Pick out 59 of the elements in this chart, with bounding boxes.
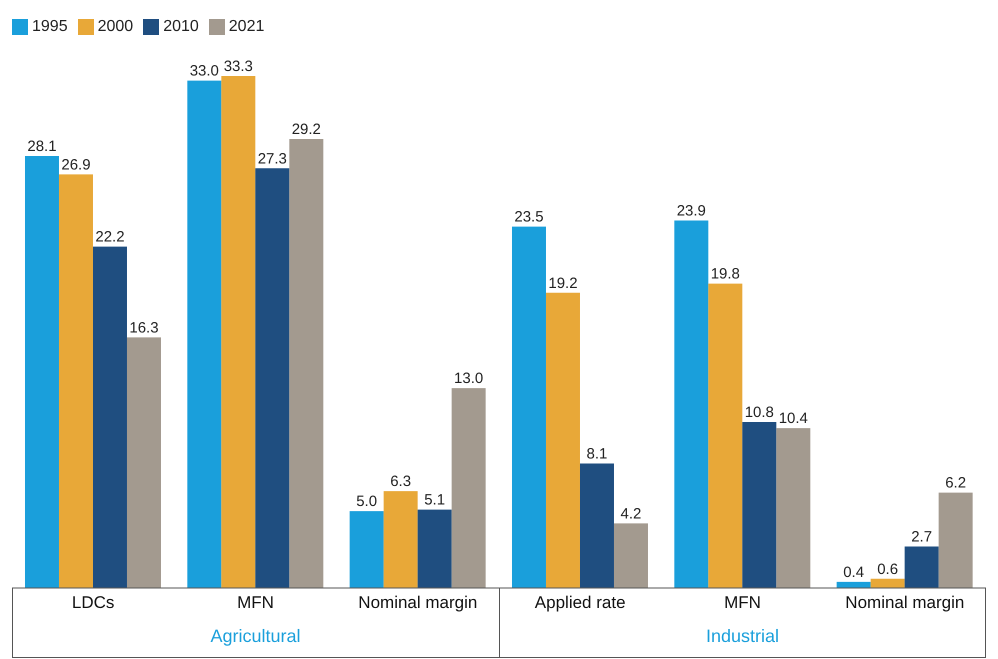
bar — [418, 510, 452, 588]
data-label: 23.9 — [676, 202, 706, 220]
bar — [92, 246, 127, 588]
data-label: 16.3 — [129, 319, 159, 336]
x-tick-label: LDCs — [72, 593, 114, 612]
bar — [58, 174, 93, 588]
data-label: 6.2 — [945, 474, 966, 492]
legend-label: 2010 — [163, 18, 199, 35]
x-tick-label: Applied rate — [534, 593, 626, 612]
data-label: 33.0 — [190, 62, 219, 80]
bar — [904, 546, 939, 588]
data-label: 10.8 — [744, 404, 774, 421]
bar — [870, 578, 905, 588]
bar — [614, 523, 648, 588]
bar — [187, 80, 222, 588]
data-label: 0.6 — [877, 560, 898, 578]
bar — [221, 76, 256, 588]
data-label: 19.2 — [548, 274, 578, 292]
data-label: 4.2 — [620, 505, 642, 522]
text: Industrial — [704, 626, 780, 647]
x-tick-label: MFN — [237, 593, 274, 612]
bar — [384, 491, 418, 588]
bar — [126, 337, 161, 588]
data-label: 6.3 — [390, 473, 412, 490]
bar — [708, 284, 742, 588]
legend-label: 2021 — [228, 18, 264, 35]
data-label: 8.1 — [586, 445, 608, 462]
bar — [452, 388, 486, 588]
data-label: 28.1 — [27, 138, 57, 155]
bar — [674, 220, 708, 588]
bar — [512, 226, 546, 588]
text: Agricultural — [209, 626, 302, 647]
bar — [938, 492, 973, 588]
data-label: 5.0 — [356, 493, 378, 510]
data-label: 23.5 — [514, 208, 544, 226]
bar — [776, 428, 810, 588]
bar — [580, 463, 614, 588]
legend-label: 1995 — [32, 18, 68, 35]
x-tick-label: MFN — [724, 593, 761, 612]
x-tick-label: Nominal margin — [845, 593, 964, 612]
data-label: 0.4 — [843, 564, 864, 581]
data-label: 29.2 — [292, 121, 321, 138]
data-label: 33.3 — [224, 58, 253, 75]
data-label: 2.7 — [911, 528, 932, 546]
bar — [255, 168, 290, 588]
data-label: 13.0 — [454, 370, 484, 388]
data-label: 22.2 — [95, 228, 125, 246]
data-label: 27.3 — [258, 150, 287, 168]
data-label: 26.9 — [61, 156, 91, 174]
legend-label: 2000 — [98, 18, 134, 35]
data-label: 10.4 — [778, 410, 808, 428]
bar — [350, 511, 384, 588]
bar — [546, 292, 580, 588]
bar — [289, 139, 324, 588]
data-label: 19.8 — [710, 266, 740, 283]
bar — [24, 156, 59, 588]
bar — [742, 422, 776, 588]
data-label: 5.1 — [424, 492, 446, 509]
x-tick-label: Nominal margin — [358, 593, 478, 612]
